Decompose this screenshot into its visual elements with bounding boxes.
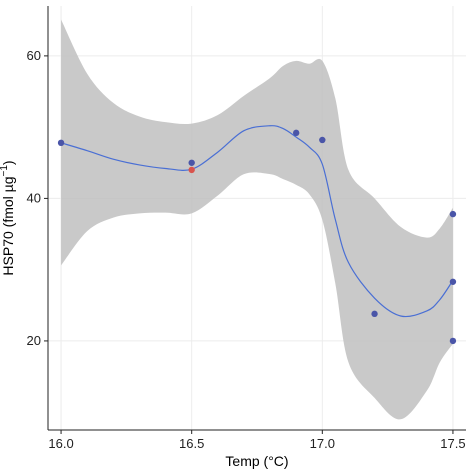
y-tick-label: 20 bbox=[27, 333, 41, 348]
y-tick-label: 40 bbox=[27, 190, 41, 205]
x-tick-label: 17.5 bbox=[440, 436, 465, 451]
y-axis-ticks: 20 40 60 bbox=[27, 48, 48, 348]
x-axis-title: Temp (°C) bbox=[225, 453, 288, 469]
y-axis-title: HSP70 (fmol µg−1) bbox=[0, 160, 16, 275]
data-point bbox=[319, 136, 326, 144]
data-point bbox=[188, 166, 195, 174]
x-tick-label: 16.5 bbox=[179, 436, 204, 451]
data-point bbox=[449, 278, 457, 285]
data-point bbox=[449, 337, 457, 345]
confidence-band bbox=[61, 19, 453, 420]
smooth-trend-line bbox=[60, 125, 454, 318]
y-axis-title-superscript: −1 bbox=[0, 165, 10, 177]
x-axis-ticks: 16.0 16.5 17.0 17.5 bbox=[48, 430, 466, 451]
data-point bbox=[57, 139, 65, 147]
y-axis-title-main: HSP70 (fmol µg bbox=[0, 176, 16, 275]
data-point bbox=[292, 129, 300, 137]
data-point bbox=[188, 159, 195, 166]
data-point bbox=[449, 210, 457, 218]
data-points bbox=[57, 129, 457, 345]
y-tick-label: 60 bbox=[27, 48, 41, 63]
x-tick-label: 16.0 bbox=[48, 436, 73, 451]
x-tick-label: 17.0 bbox=[310, 436, 335, 451]
y-axis-title-close: ) bbox=[0, 160, 16, 165]
data-point bbox=[371, 310, 378, 318]
